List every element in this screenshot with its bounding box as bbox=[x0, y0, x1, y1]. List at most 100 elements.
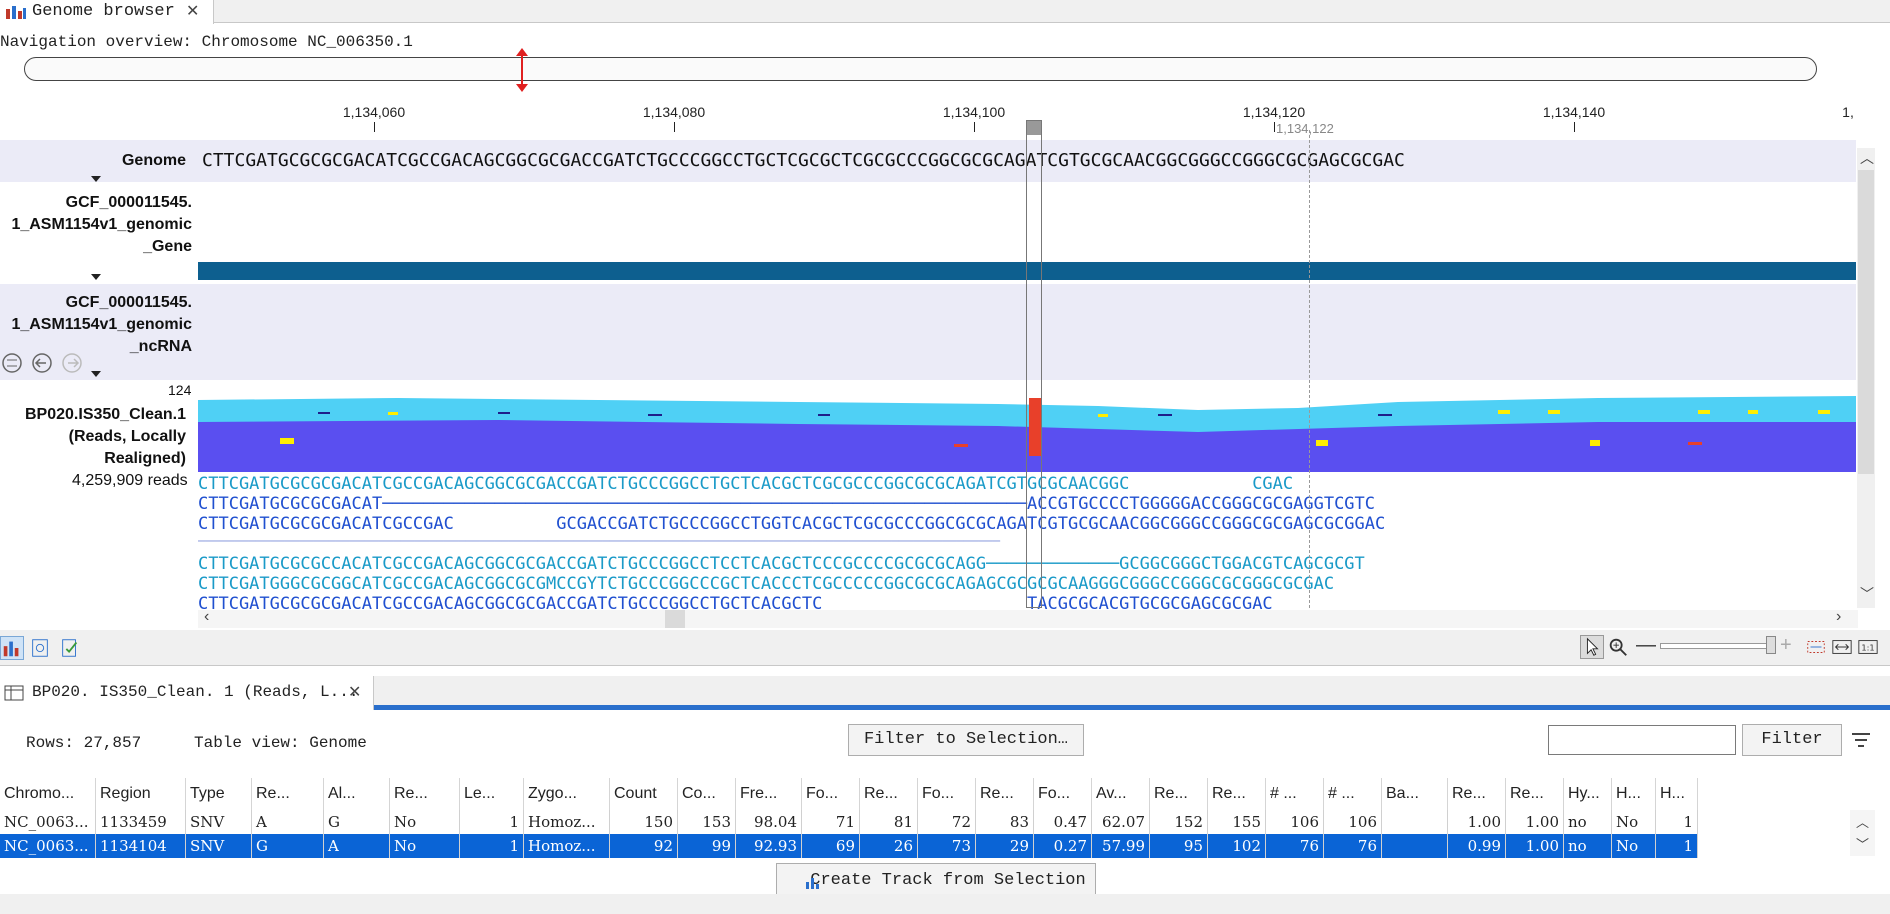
table-cell: NC_0063... bbox=[0, 834, 96, 858]
ruler-tick: 1,134,100 bbox=[942, 104, 1006, 120]
tab-label: Genome browser bbox=[32, 2, 175, 21]
filter-to-selection-button[interactable]: Filter to Selection… bbox=[848, 724, 1084, 756]
table-cell: 76 bbox=[1266, 834, 1324, 858]
zoom-slider-thumb[interactable] bbox=[1766, 636, 1776, 654]
table-cell: No bbox=[390, 834, 460, 858]
tab-table[interactable]: BP020. IS350_Clean. 1 (Reads, L... ✕ bbox=[0, 676, 374, 710]
chevron-down-icon[interactable] bbox=[91, 371, 101, 377]
filter-search-input[interactable] bbox=[1548, 725, 1736, 755]
table-cell: 0.47 bbox=[1034, 810, 1092, 834]
column-header[interactable]: Chromo... bbox=[0, 778, 96, 810]
scroll-down-icon[interactable]: ﹀ bbox=[1860, 586, 1874, 602]
horizontal-scrollbar[interactable] bbox=[198, 610, 1858, 628]
column-header[interactable]: Fo... bbox=[802, 778, 860, 810]
table-cell: 150 bbox=[610, 810, 678, 834]
column-header[interactable]: Co... bbox=[678, 778, 736, 810]
column-header[interactable]: Count bbox=[610, 778, 678, 810]
table-cell: 26 bbox=[860, 834, 918, 858]
table-cell: 1 bbox=[1656, 810, 1698, 834]
column-header[interactable]: H... bbox=[1612, 778, 1656, 810]
scroll-left-icon[interactable]: ‹ bbox=[204, 608, 210, 625]
history-icon[interactable] bbox=[28, 636, 52, 660]
table-cell: G bbox=[324, 810, 390, 834]
zoom-out-icon[interactable]: — bbox=[1636, 634, 1656, 656]
column-header[interactable]: Le... bbox=[460, 778, 524, 810]
read-line: CTTCGATGGGCGCGGCATCGCCGACAGCGGCGCGMCCGYT… bbox=[198, 574, 1335, 592]
table-cell: 83 bbox=[976, 810, 1034, 834]
pointer-icon[interactable] bbox=[1580, 635, 1604, 659]
read-line: ────────────────────────────────────────… bbox=[198, 534, 1000, 548]
genome-track-label: Genome bbox=[121, 152, 186, 169]
zoom-in-icon[interactable] bbox=[1606, 635, 1630, 659]
track-nav-icons[interactable] bbox=[2, 352, 82, 374]
read-line: CTTCGATGCGCGCGACATCGCCGACAGCGGCGCGACCGAT… bbox=[198, 594, 1273, 610]
max-coverage-label: 124 bbox=[168, 382, 192, 398]
scroll-up-icon[interactable]: ︿ bbox=[1856, 815, 1870, 830]
position-marker-icon[interactable] bbox=[512, 48, 532, 92]
track-view-icon[interactable] bbox=[0, 636, 24, 660]
column-header[interactable]: Region bbox=[96, 778, 186, 810]
column-header[interactable]: Av... bbox=[1092, 778, 1150, 810]
navigation-overview-bar[interactable] bbox=[24, 57, 1817, 81]
gene-annotation[interactable] bbox=[198, 262, 1856, 280]
vertical-scrollbar-thumb[interactable] bbox=[1858, 170, 1874, 474]
table-cell: Homoz... bbox=[524, 810, 610, 834]
scroll-right-icon[interactable]: › bbox=[1836, 608, 1842, 625]
horizontal-scrollbar-thumb[interactable] bbox=[665, 610, 685, 628]
scroll-down-icon[interactable]: ﹀ bbox=[1856, 837, 1870, 852]
filter-button[interactable]: Filter bbox=[1742, 724, 1842, 756]
column-header[interactable]: # ... bbox=[1266, 778, 1324, 810]
svg-text:1:1: 1:1 bbox=[1861, 643, 1874, 653]
close-icon[interactable]: ✕ bbox=[186, 3, 200, 20]
chevron-down-icon[interactable] bbox=[91, 176, 101, 182]
column-header[interactable]: Re... bbox=[1150, 778, 1208, 810]
column-header[interactable]: Re... bbox=[860, 778, 918, 810]
scroll-up-icon[interactable]: ︿ bbox=[1860, 150, 1874, 166]
table-cell: SNV bbox=[186, 834, 252, 858]
zoom-plus-icon[interactable]: + bbox=[1780, 634, 1792, 656]
top-tab-bar bbox=[0, 0, 1890, 23]
menu-icon[interactable] bbox=[1850, 730, 1872, 750]
column-header[interactable]: Re... bbox=[252, 778, 324, 810]
zoom-slider[interactable] bbox=[1660, 643, 1772, 649]
column-header[interactable]: Fo... bbox=[1034, 778, 1092, 810]
selection-handle[interactable] bbox=[1027, 121, 1041, 135]
column-header[interactable]: Re... bbox=[1506, 778, 1564, 810]
column-header[interactable]: Fo... bbox=[918, 778, 976, 810]
table-cell: NC_0063... bbox=[0, 810, 96, 834]
table-cell: 153 bbox=[678, 810, 736, 834]
tab-genome-browser[interactable]: Genome browser ✕ bbox=[0, 0, 214, 24]
column-header[interactable]: Re... bbox=[390, 778, 460, 810]
table-cell bbox=[1382, 810, 1448, 834]
column-header[interactable]: Re... bbox=[976, 778, 1034, 810]
zoom-to-base-icon[interactable]: 1:1 bbox=[1856, 635, 1880, 659]
column-header[interactable]: Zygo... bbox=[524, 778, 610, 810]
column-header[interactable]: Ba... bbox=[1382, 778, 1448, 810]
column-header[interactable]: Hy... bbox=[1564, 778, 1612, 810]
fit-width-icon[interactable] bbox=[1830, 635, 1854, 659]
column-header[interactable]: Re... bbox=[1448, 778, 1506, 810]
table-vertical-scrollbar[interactable] bbox=[1850, 810, 1875, 856]
navigation-overview-label: Navigation overview: Chromosome NC_00635… bbox=[0, 33, 413, 51]
table-cell: 99 bbox=[678, 834, 736, 858]
column-header[interactable]: H... bbox=[1656, 778, 1698, 810]
table-cell: 1134104 bbox=[96, 834, 186, 858]
close-icon[interactable]: ✕ bbox=[348, 684, 362, 701]
table-cell: 1 bbox=[460, 810, 524, 834]
checklist-icon[interactable] bbox=[58, 636, 82, 660]
table-cell: 29 bbox=[976, 834, 1034, 858]
view-toolbar bbox=[0, 630, 1890, 666]
create-track-button[interactable]: Create Track from Selection bbox=[776, 863, 1096, 899]
column-header[interactable]: # ... bbox=[1324, 778, 1382, 810]
chevron-down-icon[interactable] bbox=[91, 274, 101, 280]
column-header[interactable]: Re... bbox=[1208, 778, 1266, 810]
column-header[interactable]: Al... bbox=[324, 778, 390, 810]
table-cell: No bbox=[1612, 810, 1656, 834]
chart-icon bbox=[806, 878, 819, 889]
table-cell: 95 bbox=[1150, 834, 1208, 858]
selected-position-column[interactable] bbox=[1026, 120, 1042, 608]
fit-selection-icon[interactable] bbox=[1804, 635, 1828, 659]
column-header[interactable]: Fre... bbox=[736, 778, 802, 810]
column-header[interactable]: Type bbox=[186, 778, 252, 810]
table-cell: Homoz... bbox=[524, 834, 610, 858]
